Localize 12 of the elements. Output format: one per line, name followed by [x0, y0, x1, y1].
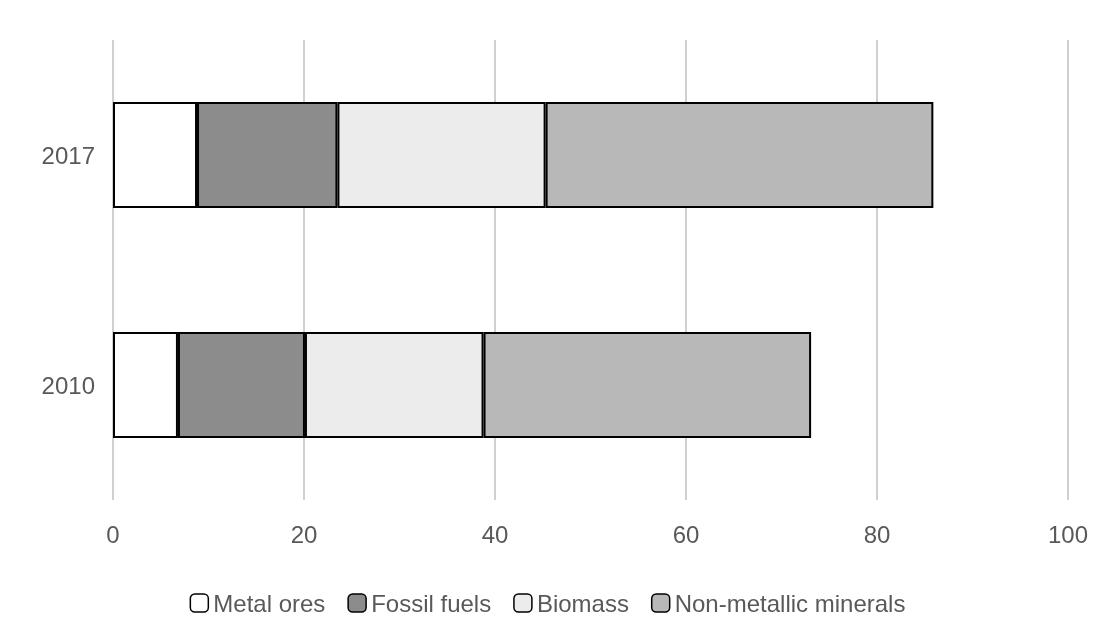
y-tick-label: 2010: [41, 371, 95, 399]
legend-label: Fossil fuels: [371, 589, 492, 617]
legend-label: Metal ores: [213, 589, 326, 617]
y-tick-label: 2017: [41, 141, 95, 169]
legend-label: Biomass: [536, 589, 629, 617]
x-tick-label: 80: [863, 520, 891, 548]
x-tick-label: 100: [1047, 520, 1089, 548]
x-tick-label: 20: [290, 520, 318, 548]
x-tick-label: 0: [106, 520, 120, 548]
x-tick-label: 60: [672, 520, 700, 548]
legend-label: Non-metallic minerals: [674, 589, 906, 617]
x-tick-label: 40: [481, 520, 509, 548]
